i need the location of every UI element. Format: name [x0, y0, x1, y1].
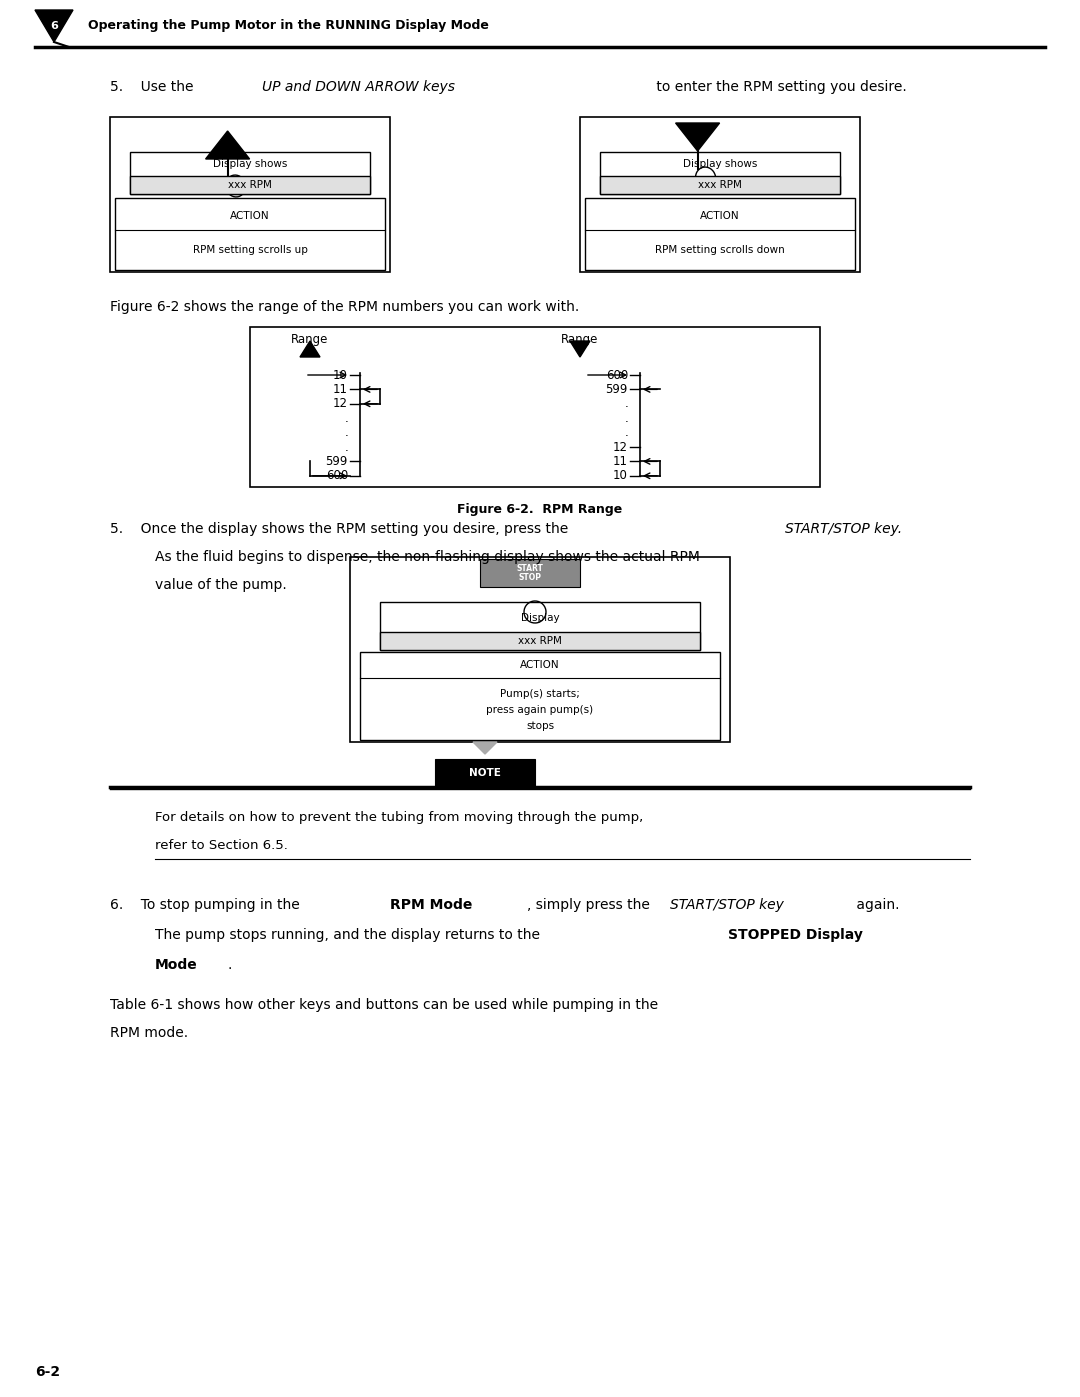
Text: Table 6-1 shows how other keys and buttons can be used while pumping in the: Table 6-1 shows how other keys and butto…	[110, 997, 658, 1011]
Text: START/STOP key: START/STOP key	[670, 898, 784, 912]
FancyBboxPatch shape	[600, 176, 840, 194]
Text: to enter the RPM setting you desire.: to enter the RPM setting you desire.	[652, 80, 907, 94]
Text: 599: 599	[326, 455, 348, 468]
Text: xxx RPM: xxx RPM	[228, 180, 272, 190]
Text: Mode: Mode	[156, 958, 198, 972]
Text: RPM setting scrolls down: RPM setting scrolls down	[656, 244, 785, 256]
Text: Figure 6-2 shows the range of the RPM numbers you can work with.: Figure 6-2 shows the range of the RPM nu…	[110, 300, 579, 314]
Text: The pump stops running, and the display returns to the: The pump stops running, and the display …	[156, 928, 544, 942]
Text: .: .	[345, 426, 348, 439]
Text: Operating the Pump Motor in the RUNNING Display Mode: Operating the Pump Motor in the RUNNING …	[87, 20, 489, 32]
Text: As the fluid begins to dispense, the non-flashing display shows the actual RPM: As the fluid begins to dispense, the non…	[156, 550, 700, 564]
Polygon shape	[300, 341, 320, 358]
FancyBboxPatch shape	[130, 176, 370, 194]
Text: 12: 12	[613, 440, 627, 454]
Text: 10: 10	[613, 469, 627, 482]
FancyBboxPatch shape	[380, 631, 700, 650]
FancyBboxPatch shape	[435, 759, 535, 787]
Text: 11: 11	[613, 455, 627, 468]
Text: 5.    Once the display shows the RPM setting you desire, press the: 5. Once the display shows the RPM settin…	[110, 522, 572, 536]
Text: ACTION: ACTION	[230, 211, 270, 221]
Text: 5.    Use the: 5. Use the	[110, 80, 198, 94]
Text: , simply press the: , simply press the	[527, 898, 654, 912]
Text: For details on how to prevent the tubing from moving through the pump,: For details on how to prevent the tubing…	[156, 810, 644, 823]
Text: xxx RPM: xxx RPM	[698, 180, 742, 190]
Text: value of the pump.: value of the pump.	[156, 578, 287, 592]
Text: 600: 600	[326, 469, 348, 482]
Text: ACTION: ACTION	[700, 211, 740, 221]
Text: 6: 6	[50, 21, 58, 31]
Text: 10: 10	[333, 369, 348, 381]
Text: Range: Range	[562, 332, 598, 345]
Text: 6.    To stop pumping in the: 6. To stop pumping in the	[110, 898, 305, 912]
Text: NOTE: NOTE	[469, 768, 501, 778]
Text: ACTION: ACTION	[521, 659, 559, 671]
Polygon shape	[205, 131, 249, 159]
Text: xxx RPM: xxx RPM	[518, 636, 562, 645]
Text: Pump(s) starts;: Pump(s) starts;	[500, 689, 580, 698]
Polygon shape	[473, 742, 497, 754]
Text: .: .	[228, 958, 232, 972]
Text: 12: 12	[333, 397, 348, 411]
Text: again.: again.	[852, 898, 900, 912]
Polygon shape	[676, 123, 719, 151]
Polygon shape	[35, 10, 73, 42]
Text: Figure 6-2.  RPM Range: Figure 6-2. RPM Range	[457, 503, 623, 515]
Text: .: .	[624, 412, 627, 425]
Text: .: .	[345, 412, 348, 425]
Text: refer to Section 6.5.: refer to Section 6.5.	[156, 838, 288, 852]
Text: stops: stops	[526, 721, 554, 731]
Text: Display shows: Display shows	[213, 159, 287, 169]
Text: 11: 11	[333, 383, 348, 395]
Text: RPM Mode: RPM Mode	[390, 898, 472, 912]
Text: UP and DOWN ARROW keys: UP and DOWN ARROW keys	[262, 80, 455, 94]
Text: 600: 600	[606, 369, 627, 381]
Text: STOPPED Display: STOPPED Display	[728, 928, 863, 942]
FancyBboxPatch shape	[480, 559, 580, 587]
Text: Range: Range	[292, 332, 328, 345]
Text: RPM mode.: RPM mode.	[110, 1025, 188, 1039]
Text: START/STOP key.: START/STOP key.	[785, 522, 902, 536]
Text: .: .	[624, 426, 627, 439]
Text: 6-2: 6-2	[35, 1365, 60, 1379]
Text: Display shows: Display shows	[683, 159, 757, 169]
Text: press again pump(s): press again pump(s)	[486, 705, 594, 715]
Text: START
STOP: START STOP	[516, 564, 543, 583]
Polygon shape	[570, 341, 590, 358]
Text: RPM setting scrolls up: RPM setting scrolls up	[192, 244, 308, 256]
Text: .: .	[345, 440, 348, 454]
Text: Display: Display	[521, 613, 559, 623]
Text: .: .	[624, 397, 627, 411]
Text: 599: 599	[606, 383, 627, 395]
